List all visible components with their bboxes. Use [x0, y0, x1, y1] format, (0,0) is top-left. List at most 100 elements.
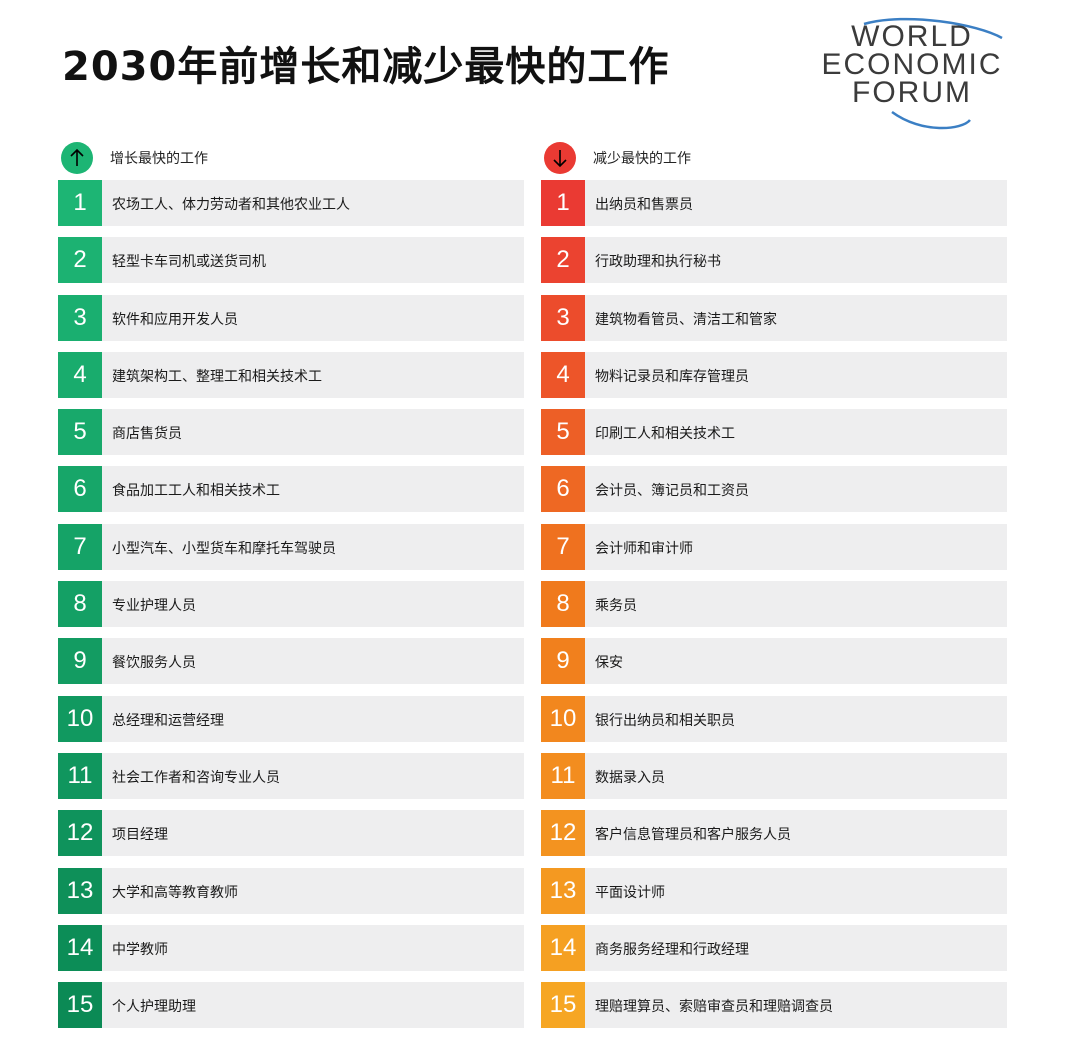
logo-line-economic: ECONOMIC [821, 48, 1003, 81]
logo-line-forum: FORUM [852, 76, 972, 109]
job-title: 大学和高等教育教师 [112, 884, 238, 901]
job-title: 软件和应用开发人员 [112, 311, 238, 328]
rank-badge: 12 [58, 810, 102, 857]
growing-jobs-label: 增长最快的工作 [110, 151, 208, 167]
logo-line-world: WORLD [851, 20, 973, 53]
list-item: 5 商店售货员 [58, 409, 524, 456]
rank-badge: 1 [58, 180, 102, 226]
declining-jobs-label: 减少最快的工作 [593, 151, 691, 167]
list-item: 4 建筑架构工、整理工和相关技术工 [58, 351, 524, 398]
rank-badge: 2 [541, 237, 585, 284]
list-item: 3 软件和应用开发人员 [58, 294, 524, 341]
list-item: 12 项目经理 [58, 810, 524, 857]
job-title: 商务服务经理和行政经理 [595, 941, 749, 958]
rank-badge: 11 [58, 752, 102, 799]
growing-jobs-header: 增长最快的工作 [58, 140, 524, 176]
list-item: 9 餐饮服务人员 [58, 638, 524, 685]
rank-badge: 10 [541, 695, 585, 742]
list-item: 10 银行出纳员和相关职员 [541, 695, 1007, 742]
job-title: 平面设计师 [595, 884, 665, 901]
job-title: 客户信息管理员和客户服务人员 [595, 827, 791, 844]
job-title: 出纳员和售票员 [595, 197, 693, 213]
job-title: 食品加工工人和相关技术工 [112, 483, 280, 500]
job-title: 商店售货员 [112, 426, 182, 443]
list-item: 11 社会工作者和咨询专业人员 [58, 752, 524, 799]
list-item: 3 建筑物看管员、清洁工和管家 [541, 294, 1007, 341]
rank-badge: 7 [541, 523, 585, 570]
rank-badge: 5 [58, 409, 102, 456]
list-item: 15 理赔理算员、索赔审查员和理赔调查员 [541, 982, 1007, 1029]
rank-badge: 1 [541, 180, 585, 226]
list-item: 6 食品加工工人和相关技术工 [58, 466, 524, 513]
job-title: 保安 [595, 655, 623, 672]
list-item: 7 小型汽车、小型货车和摩托车驾驶员 [58, 523, 524, 570]
wef-logo: WORLD ECONOMIC FORUM [812, 16, 1022, 134]
list-item: 13 大学和高等教育教师 [58, 867, 524, 914]
job-title: 印刷工人和相关技术工 [595, 426, 735, 443]
rank-badge: 12 [541, 810, 585, 857]
logo-swoosh-icon [863, 17, 1003, 130]
page-title: 2030年前增长和减少最快的工作 [62, 44, 670, 90]
rank-badge: 15 [541, 982, 585, 1029]
rank-badge: 13 [58, 867, 102, 914]
job-title: 建筑架构工、整理工和相关技术工 [112, 368, 322, 385]
job-title: 会计员、簿记员和工资员 [595, 483, 749, 500]
job-title: 中学教师 [112, 941, 168, 958]
job-title: 农场工人、体力劳动者和其他农业工人 [112, 197, 350, 213]
list-item: 6 会计员、簿记员和工资员 [541, 466, 1007, 513]
declining-jobs-column: 减少最快的工作 1 出纳员和售票员 2 行政助理和执行秘书 3 建筑物看管员、清洁工和管家… [541, 140, 1007, 1029]
growing-jobs-column: 增长最快的工作 1 农场工人、体力劳动者和其他农业工人 2 轻型卡车司机或送货司机 3 软… [58, 140, 524, 1029]
job-title: 银行出纳员和相关职员 [595, 712, 735, 729]
rank-badge: 7 [58, 523, 102, 570]
list-item: 2 轻型卡车司机或送货司机 [58, 237, 524, 284]
job-title: 轻型卡车司机或送货司机 [112, 254, 266, 271]
rank-badge: 11 [541, 752, 585, 799]
rank-badge: 3 [58, 294, 102, 341]
list-item: 7 会计师和审计师 [541, 523, 1007, 570]
job-title: 理赔理算员、索赔审查员和理赔调查员 [595, 999, 833, 1016]
list-item: 8 乘务员 [541, 581, 1007, 628]
rank-badge: 3 [541, 294, 585, 341]
rank-badge: 2 [58, 237, 102, 284]
rank-badge: 14 [541, 924, 585, 971]
declining-jobs-header: 减少最快的工作 [541, 140, 1007, 176]
job-title: 小型汽车、小型货车和摩托车驾驶员 [112, 540, 336, 557]
list-item: 2 行政助理和执行秘书 [541, 237, 1007, 284]
arrow-up-icon [61, 142, 93, 174]
job-title: 建筑物看管员、清洁工和管家 [595, 311, 777, 328]
job-title: 社会工作者和咨询专业人员 [112, 769, 280, 786]
growing-jobs-list: 1 农场工人、体力劳动者和其他农业工人 2 轻型卡车司机或送货司机 3 软件和应用开发人员… [58, 180, 524, 1039]
job-title: 物料记录员和库存管理员 [595, 368, 749, 385]
list-item: 12 客户信息管理员和客户服务人员 [541, 810, 1007, 857]
list-item: 1 出纳员和售票员 [541, 180, 1007, 226]
job-title: 乘务员 [595, 598, 637, 615]
job-title: 会计师和审计师 [595, 540, 693, 557]
rank-badge: 14 [58, 924, 102, 971]
rank-badge: 8 [541, 581, 585, 628]
job-title: 项目经理 [112, 827, 168, 844]
list-item: 4 物料记录员和库存管理员 [541, 351, 1007, 398]
list-item: 14 中学教师 [58, 924, 524, 971]
rank-badge: 5 [541, 409, 585, 456]
job-title: 行政助理和执行秘书 [595, 254, 721, 271]
rank-badge: 6 [541, 466, 585, 513]
rank-badge: 4 [58, 351, 102, 398]
job-title: 专业护理人员 [112, 598, 196, 615]
list-item: 13 平面设计师 [541, 867, 1007, 914]
rank-badge: 6 [58, 466, 102, 513]
rank-badge: 10 [58, 695, 102, 742]
rank-badge: 8 [58, 581, 102, 628]
list-item: 11 数据录入员 [541, 752, 1007, 799]
list-item: 1 农场工人、体力劳动者和其他农业工人 [58, 180, 524, 226]
list-item: 14 商务服务经理和行政经理 [541, 924, 1007, 971]
job-title: 数据录入员 [595, 769, 665, 786]
rank-badge: 15 [58, 982, 102, 1029]
job-title: 餐饮服务人员 [112, 655, 196, 672]
arrow-down-icon [544, 142, 576, 174]
job-title: 个人护理助理 [112, 999, 196, 1016]
list-item: 8 专业护理人员 [58, 581, 524, 628]
rank-badge: 9 [541, 638, 585, 685]
list-item: 5 印刷工人和相关技术工 [541, 409, 1007, 456]
list-item: 10 总经理和运营经理 [58, 695, 524, 742]
rank-badge: 13 [541, 867, 585, 914]
